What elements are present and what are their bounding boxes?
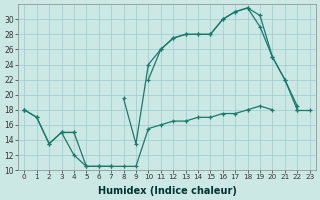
X-axis label: Humidex (Indice chaleur): Humidex (Indice chaleur) <box>98 186 236 196</box>
